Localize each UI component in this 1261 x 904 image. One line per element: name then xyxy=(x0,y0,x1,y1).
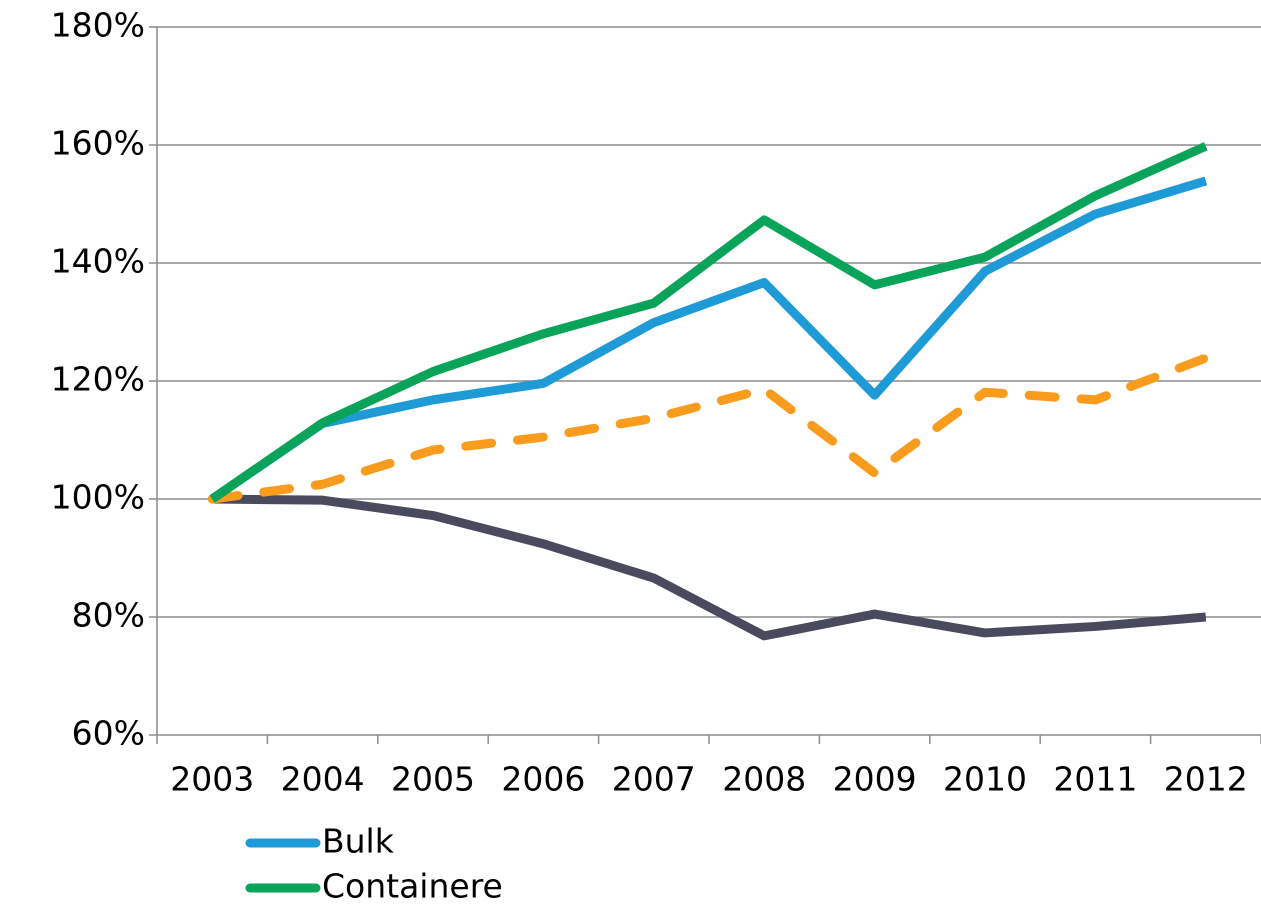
x-tick-label: 2008 xyxy=(722,760,806,799)
x-tick-label: 2004 xyxy=(281,760,365,799)
y-tick-label: 160% xyxy=(51,124,145,163)
y-tick-label: 60% xyxy=(72,714,145,753)
x-tick-label: 2009 xyxy=(833,760,917,799)
x-tick-label: 2011 xyxy=(1053,760,1137,799)
x-tick-label: 2007 xyxy=(612,760,696,799)
y-tick-label: 180% xyxy=(51,6,145,45)
line-series xyxy=(209,176,1208,503)
y-tick-label: 100% xyxy=(51,478,145,517)
x-tick-label: 2006 xyxy=(501,760,585,799)
x-tick-label: 2003 xyxy=(170,760,254,799)
line-series xyxy=(209,142,1208,503)
y-tick-label: 140% xyxy=(51,242,145,281)
legend-label: Bulk xyxy=(322,822,395,861)
x-tick-label: 2010 xyxy=(943,760,1027,799)
line-series xyxy=(207,353,1211,504)
x-tick-label: 2005 xyxy=(391,760,475,799)
y-tick-label: 80% xyxy=(72,596,145,635)
legend-label: Containere xyxy=(322,867,503,904)
y-tick-label: 120% xyxy=(51,360,145,399)
line-series xyxy=(212,494,1207,641)
x-tick-label: 2012 xyxy=(1164,760,1248,799)
